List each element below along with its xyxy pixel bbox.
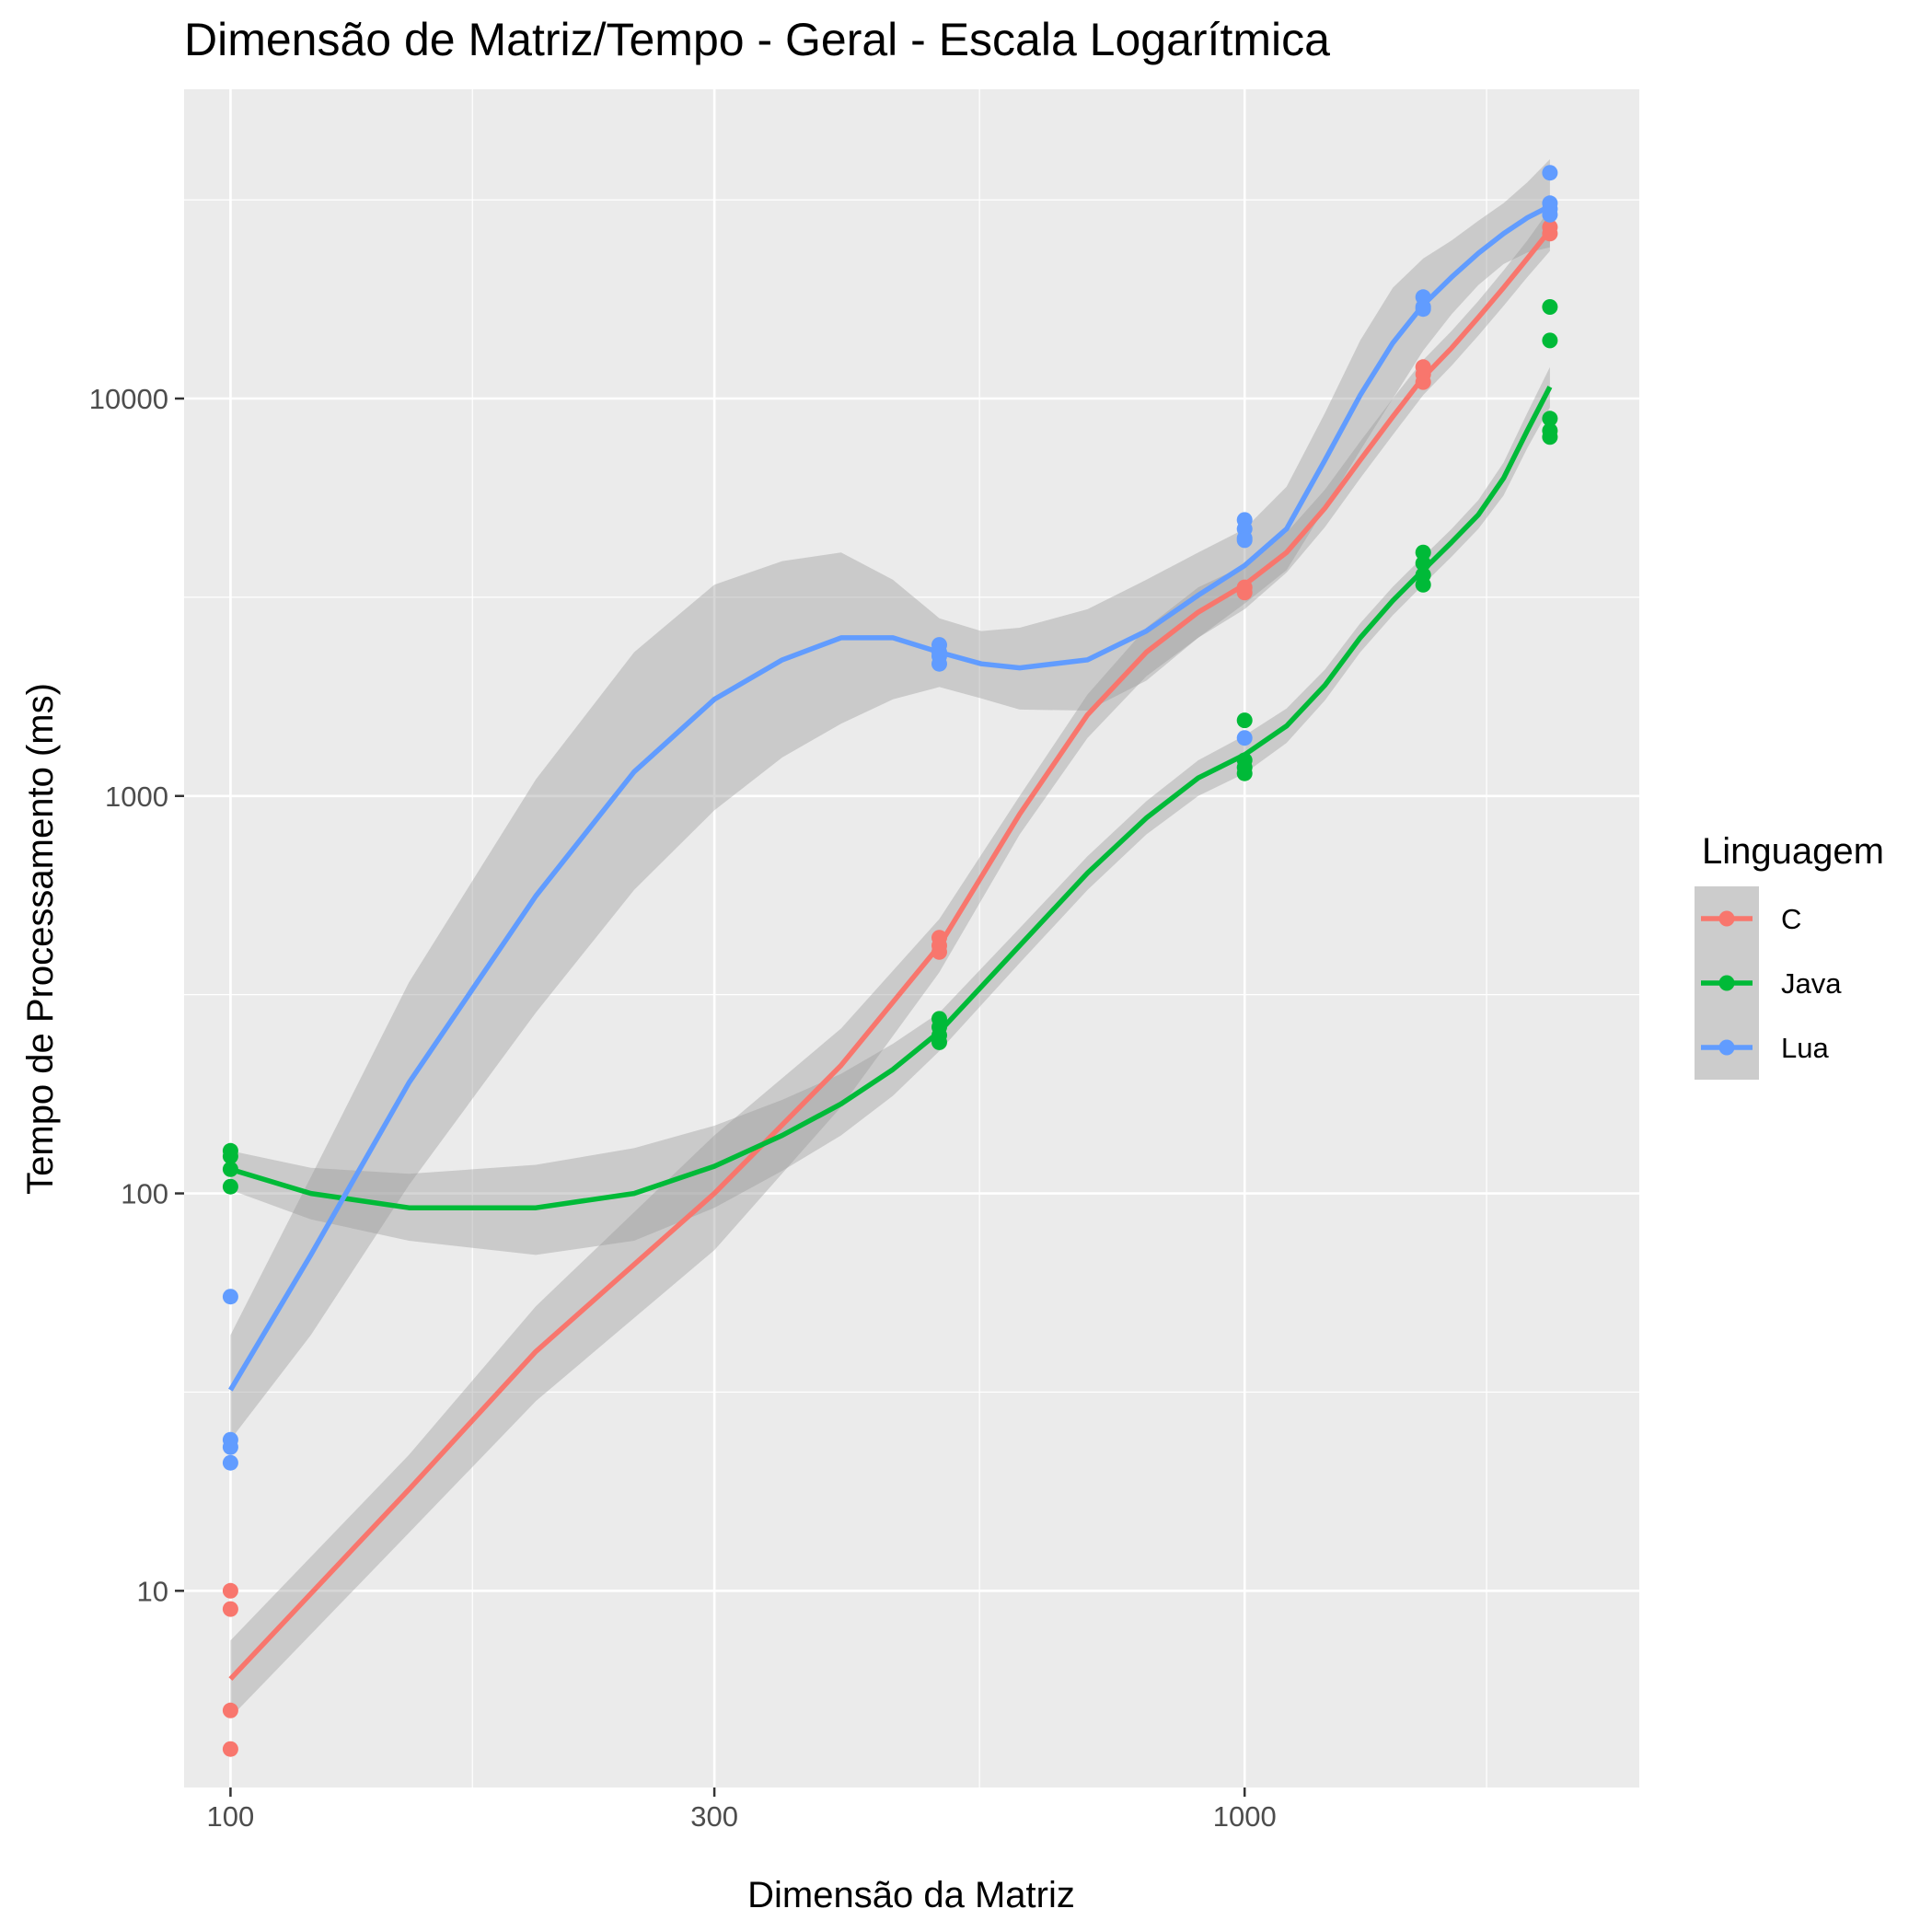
legend-label-c: C — [1781, 903, 1801, 935]
legend-label-lua: Lua — [1781, 1032, 1829, 1064]
y-tick-label: 1000 — [105, 781, 168, 813]
data-point-lua — [222, 1454, 238, 1471]
x-tick-label: 1000 — [1213, 1800, 1277, 1833]
data-point-c — [222, 1702, 238, 1718]
data-point-c — [222, 1741, 238, 1757]
x-tick-label: 300 — [690, 1800, 738, 1833]
data-point-java — [931, 1034, 947, 1050]
data-point-java — [1236, 712, 1253, 729]
data-point-lua — [1236, 532, 1253, 549]
data-point-lua — [1236, 730, 1253, 746]
data-point-java — [222, 1161, 238, 1177]
x-tick-label: 100 — [207, 1800, 255, 1833]
data-point-lua — [1415, 301, 1431, 318]
data-point-java — [1542, 299, 1558, 315]
data-point-java — [1542, 411, 1558, 427]
confidence-bands — [230, 159, 1550, 1718]
data-point-c — [1236, 584, 1253, 601]
data-point-java — [222, 1148, 238, 1164]
legend: Linguagem C Java Lua — [1695, 831, 1884, 1080]
legend-key-point-lua — [1718, 1039, 1735, 1056]
data-point-c — [222, 1601, 238, 1617]
data-point-java — [1542, 332, 1558, 349]
x-axis-ticks: 100 300 1000 — [207, 1787, 1277, 1833]
data-points — [222, 165, 1558, 1757]
data-point-java — [1542, 429, 1558, 445]
data-point-java — [1236, 765, 1253, 781]
confidence-band-c — [230, 209, 1550, 1718]
y-tick-label: 10 — [137, 1575, 168, 1607]
data-point-java — [1415, 576, 1431, 593]
confidence-band-java — [230, 366, 1550, 1255]
data-point-lua — [222, 1289, 238, 1305]
data-point-lua — [1542, 165, 1558, 181]
plot-panel — [184, 89, 1639, 1787]
confidence-band-lua — [230, 159, 1550, 1440]
x-axis-title: Dimensão da Matriz — [747, 1875, 1075, 1915]
y-tick-label: 100 — [121, 1178, 168, 1210]
data-point-c — [222, 1582, 238, 1599]
smooth-line-lua — [228, 203, 1552, 1392]
data-point-java — [1415, 544, 1431, 561]
data-point-c — [1542, 226, 1558, 242]
data-point-lua — [1542, 206, 1558, 223]
legend-key-point-java — [1718, 975, 1735, 991]
smooth-line-java — [229, 386, 1553, 1210]
data-point-lua — [222, 1439, 238, 1455]
legend-label-java: Java — [1781, 967, 1842, 1000]
data-point-c — [931, 943, 947, 960]
data-point-c — [1415, 374, 1431, 390]
legend-title: Linguagem — [1702, 831, 1884, 872]
data-point-java — [222, 1178, 238, 1195]
legend-key-point-c — [1718, 910, 1735, 927]
grid-lines — [184, 89, 1639, 1787]
y-axis-ticks: 10 100 1000 10000 — [89, 383, 184, 1607]
y-tick-label: 10000 — [89, 383, 168, 415]
legend-items: C Java Lua — [1695, 886, 1842, 1080]
data-point-lua — [931, 655, 947, 672]
chart-title: Dimensão de Matriz/Tempo - Geral - Escal… — [184, 14, 1330, 65]
y-axis-title: Tempo de Processamento (ms) — [20, 683, 61, 1195]
data-point-java — [1415, 555, 1431, 572]
